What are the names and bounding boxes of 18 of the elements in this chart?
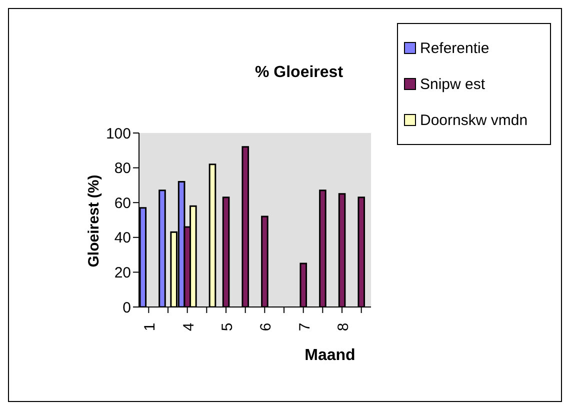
legend-label: Snipw est [420, 76, 486, 92]
x-axis-title: Maand [304, 347, 356, 365]
x-tick-label: 4 [180, 322, 198, 332]
y-axis-title: Gloeirest (%) [86, 174, 102, 268]
y-tick-label: 40 [114, 230, 131, 247]
legend-label: Referentie [420, 40, 490, 56]
y-tick-label: 20 [114, 264, 131, 282]
y-tick-label: 80 [114, 160, 131, 178]
legend-label: Doornskw vmdn [420, 112, 528, 128]
y-tick-label: 0 [122, 299, 131, 316]
y-tick-label: 60 [114, 194, 131, 212]
chart-title: % Gloeirest [254, 64, 344, 81]
x-tick-label: 8 [335, 322, 352, 332]
x-tick-label: 5 [219, 322, 236, 332]
x-tick-label: 6 [258, 322, 275, 332]
x-tick-label: 1 [142, 322, 159, 332]
x-tick-label: 7 [296, 322, 314, 332]
y-tick-label: 100 [106, 125, 131, 142]
